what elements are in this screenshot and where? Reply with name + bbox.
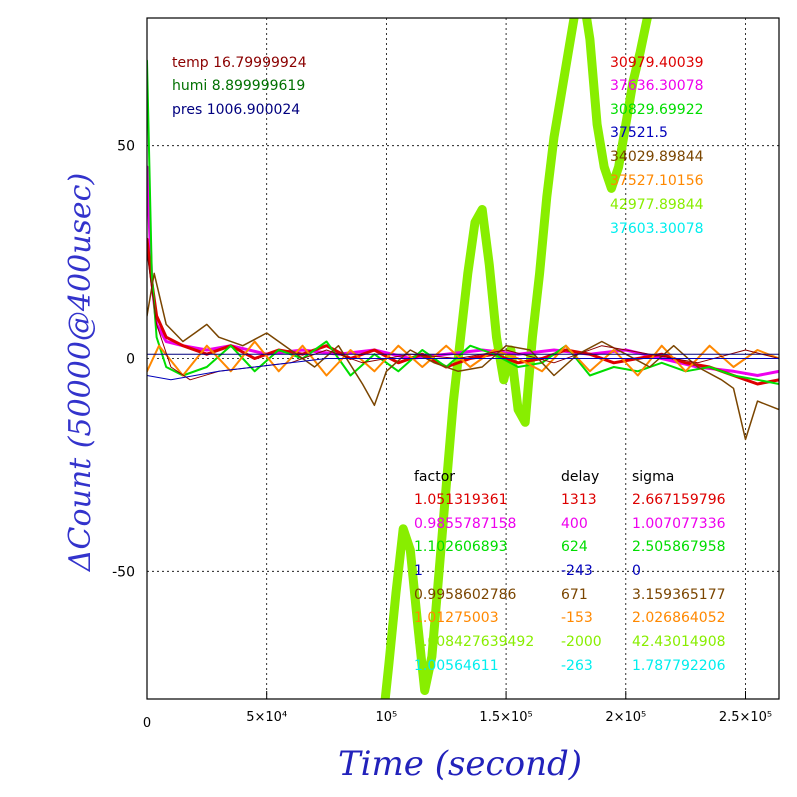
x-axis-label: Time (second)	[338, 744, 582, 784]
x-tick-label: 1.5×10⁵	[479, 710, 532, 725]
table-cell-sigma: 3.159365177	[632, 587, 726, 603]
x-tick-label: 10⁵	[376, 710, 398, 725]
table-cell-factor: 1.102606893	[414, 539, 508, 555]
table-cell-delay: 671	[561, 587, 588, 603]
table-cell-factor: 1.00564611	[414, 658, 499, 674]
table-header-delay: delay	[561, 469, 599, 485]
table-cell-delay: -243	[561, 563, 593, 579]
y-axis-label: ΔCount (50000@400usec)	[63, 173, 98, 572]
legend-value: 37527.10156	[610, 173, 704, 189]
legend-value: 37636.30078	[610, 78, 704, 94]
x-tick-label: 2.5×10⁵	[719, 710, 772, 725]
table-header-factor: factor	[414, 469, 455, 485]
table-cell-sigma: 2.667159796	[632, 492, 726, 508]
env-humi: humi 8.899999619	[172, 78, 305, 94]
y-tick-label: 50	[117, 139, 135, 155]
series-line	[147, 237, 779, 386]
table-cell-factor: 0.9855787158	[414, 516, 516, 532]
table-cell-factor: 0.008427639492	[414, 634, 534, 650]
legend-value: 42977.89844	[610, 197, 704, 213]
series-line	[147, 358, 779, 381]
y-tick-label: 0	[126, 352, 135, 368]
y-tick-labels: 50 0 -50	[112, 139, 135, 581]
legend-values: 30979.40039 37636.30078 30829.69922 3752…	[610, 55, 704, 237]
y-tick-label: -50	[112, 564, 135, 580]
series-layer	[147, 18, 779, 699]
env-pres: pres 1006.900024	[172, 102, 300, 118]
legend-value: 34029.89844	[610, 149, 704, 165]
legend-value: 30979.40039	[610, 55, 704, 71]
table-cell-delay: -2000	[561, 634, 602, 650]
x-tick-label: 5×10⁴	[246, 710, 287, 725]
table-cell-factor: 1.051319361	[414, 492, 508, 508]
table-cell-sigma: 2.026864052	[632, 610, 726, 626]
x-tick-label: 2×10⁵	[605, 710, 646, 725]
table-header-sigma: sigma	[632, 469, 674, 485]
table-cell-delay: -153	[561, 610, 593, 626]
table-cell-sigma: 2.505867958	[632, 539, 726, 555]
series-line	[147, 272, 779, 441]
table-cell-delay: 624	[561, 539, 588, 555]
table-cell-factor: 1	[414, 563, 423, 579]
x-tick-label: 0	[143, 716, 151, 731]
table-cell-delay: -263	[561, 658, 593, 674]
table-cell-sigma: 1.787792206	[632, 658, 726, 674]
x-tick-labels: 0 5×10⁴ 10⁵ 1.5×10⁵ 2×10⁵ 2.5×10⁵	[143, 710, 772, 731]
table-cell-factor: 1.01275003	[414, 610, 499, 626]
series-line	[380, 18, 653, 699]
legend-value: 37521.5	[610, 125, 668, 141]
env-readings: temp 16.79999924 humi 8.899999619 pres 1…	[172, 55, 307, 118]
legend-value: 30829.69922	[610, 102, 704, 118]
table-cell-delay: 1313	[561, 492, 597, 508]
plot-frame	[146, 17, 780, 700]
params-table: factor delay sigma 1.051319361 1313 2.66…	[414, 469, 726, 674]
table-cell-delay: 400	[561, 516, 588, 532]
table-cell-sigma: 1.007077336	[632, 516, 726, 532]
env-temp: temp 16.79999924	[172, 55, 307, 71]
table-cell-sigma: 0	[632, 563, 641, 579]
table-cell-sigma: 42.43014908	[632, 634, 726, 650]
table-cell-factor: 0.9958602786	[414, 587, 517, 603]
legend-value: 37603.30078	[610, 221, 704, 237]
